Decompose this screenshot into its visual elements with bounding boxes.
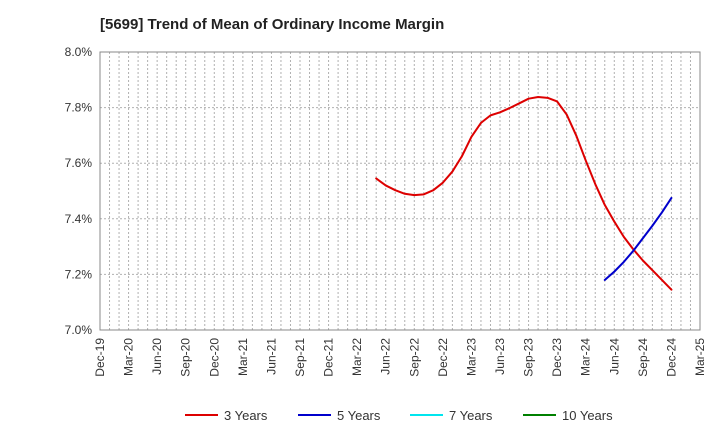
x-tick-label: Mar-22 bbox=[350, 338, 364, 376]
x-tick-label: Dec-21 bbox=[322, 338, 336, 377]
x-tick-label: Jun-24 bbox=[607, 338, 621, 375]
x-tick-label: Dec-19 bbox=[93, 338, 107, 377]
x-tick-label: Jun-23 bbox=[493, 338, 507, 375]
x-tick-label: Sep-22 bbox=[407, 338, 421, 377]
x-tick-label: Mar-23 bbox=[464, 338, 478, 376]
legend-label: 7 Years bbox=[449, 408, 493, 423]
x-tick-label: Dec-22 bbox=[436, 338, 450, 377]
x-tick-label: Sep-23 bbox=[522, 338, 536, 377]
x-tick-label: Jun-20 bbox=[150, 338, 164, 375]
x-tick-label: Jun-22 bbox=[379, 338, 393, 375]
x-tick-label: Mar-20 bbox=[122, 338, 136, 376]
legend-label: 5 Years bbox=[337, 408, 381, 423]
x-tick-label: Dec-24 bbox=[664, 338, 678, 377]
legend-label: 3 Years bbox=[224, 408, 268, 423]
y-tick-label: 7.2% bbox=[65, 267, 93, 281]
plot-area-border bbox=[99, 51, 701, 331]
x-tick-label: Dec-20 bbox=[207, 338, 221, 377]
series-line-3-years bbox=[375, 96, 673, 291]
x-tick-label: Mar-21 bbox=[236, 338, 250, 376]
x-tick-label: Mar-24 bbox=[579, 338, 593, 376]
x-tick-label: Sep-24 bbox=[636, 338, 650, 377]
y-tick-label: 7.4% bbox=[65, 212, 93, 226]
x-tick-label: Mar-25 bbox=[693, 338, 707, 376]
x-tick-label: Dec-23 bbox=[550, 338, 564, 377]
x-tick-label: Sep-21 bbox=[293, 338, 307, 377]
legend-label: 10 Years bbox=[562, 408, 613, 423]
chart-title: [5699] Trend of Mean of Ordinary Income … bbox=[100, 16, 445, 33]
y-tick-label: 8.0% bbox=[65, 45, 93, 59]
y-tick-label: 7.8% bbox=[65, 101, 93, 115]
series-line-5-years bbox=[603, 196, 673, 281]
x-tick-label: Jun-21 bbox=[264, 338, 278, 375]
x-tick-label: Sep-20 bbox=[179, 338, 193, 377]
y-tick-label: 7.6% bbox=[65, 156, 93, 170]
y-tick-label: 7.0% bbox=[65, 323, 93, 337]
